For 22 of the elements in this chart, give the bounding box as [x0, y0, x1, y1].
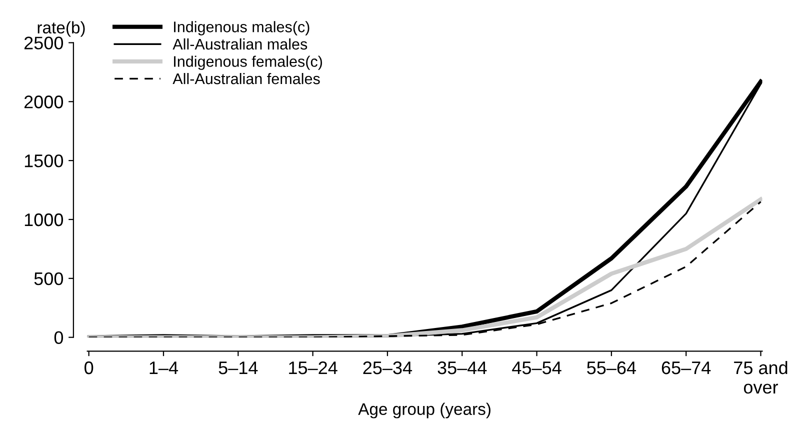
y-tick-label: 1000 — [24, 213, 64, 226]
x-tick-label: 15–24 — [289, 361, 338, 374]
y-tick-label: 2000 — [24, 96, 64, 108]
y-tick-label: 2500 — [24, 36, 64, 50]
y-tick-label: 0 — [54, 331, 64, 344]
x-tick-label: 35–44 — [438, 361, 487, 374]
legend-label: All-Australian males — [172, 38, 308, 50]
legend-label: All-Australian females — [172, 72, 320, 84]
x-axis-title: Age group (years) — [358, 402, 490, 418]
x-tick-label: 0 — [84, 361, 94, 374]
x-tick-label: 65–74 — [662, 361, 711, 374]
y-axis-title: rate(b) — [38, 21, 85, 37]
x-tick-label: 1–4 — [150, 362, 178, 374]
x-tick-label: 25–34 — [363, 361, 412, 374]
x-tick-label: 45–54 — [512, 362, 562, 374]
x-tick-label: 5–14 — [218, 362, 258, 374]
y-tick-label: 500 — [34, 272, 64, 286]
y-tick-label: 1500 — [24, 154, 64, 168]
x-tick-label: 75 and over — [734, 360, 788, 394]
legend-label: Indigenous females(c) — [174, 56, 322, 70]
x-tick-label: 55–64 — [587, 361, 636, 374]
legend-label: Indigenous males(c) — [174, 21, 310, 36]
